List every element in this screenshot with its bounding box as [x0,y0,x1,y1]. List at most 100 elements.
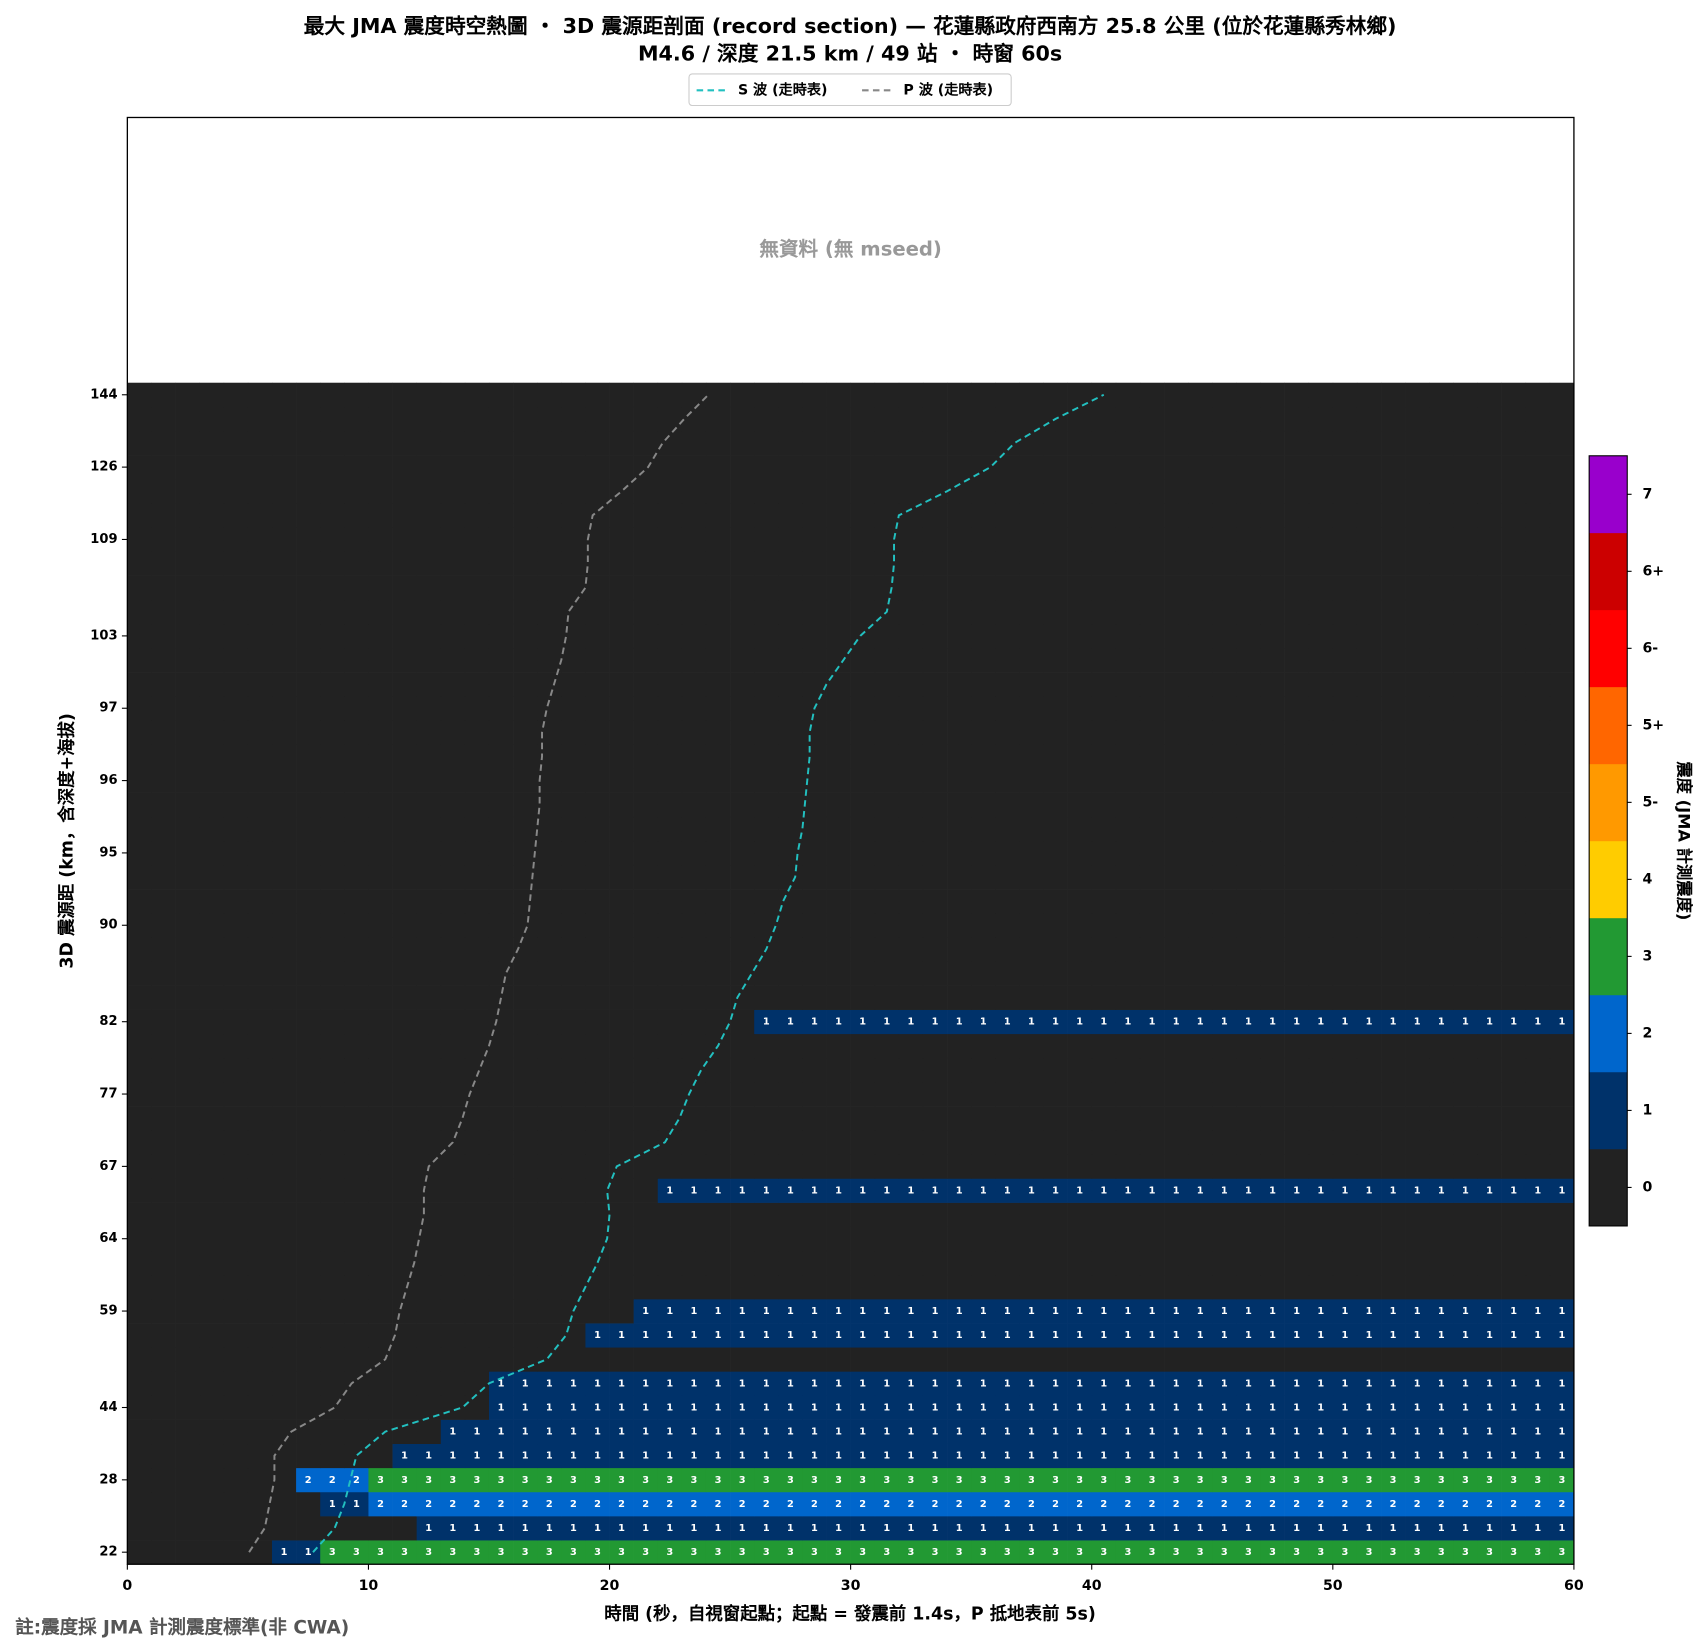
cell-label: 1 [787,1403,794,1414]
cell-label: 1 [1269,1403,1276,1414]
cell-label: 3 [1486,1547,1493,1558]
cell-label: 1 [570,1378,577,1389]
heat-cell [1188,479,1213,504]
heat-cell [1405,1081,1430,1107]
heat-cell [1019,744,1044,769]
heat-cell [1019,768,1044,793]
cell-label: 3 [1341,1475,1348,1486]
heat-cell [850,1033,876,1059]
heat-cell [1067,1540,1093,1565]
heat-cell [971,503,996,528]
heat-cell [272,527,297,552]
heat-cell [1236,1540,1261,1565]
heat-cell [199,1347,225,1372]
heat-cell [368,1250,393,1276]
heat-cell [1212,864,1237,890]
heat-cell [368,1540,393,1565]
heat-cell [1043,1347,1068,1372]
cell-label: 3 [666,1475,673,1486]
heat-cell [1043,1009,1068,1035]
heat-cell [1356,1371,1382,1396]
cell-label: 1 [787,1330,794,1341]
heat-cell [1501,479,1527,504]
heat-cell [488,575,514,601]
cell-label: 1 [1076,1306,1083,1317]
heat-cell [513,1540,538,1565]
heat-cell [1477,1009,1502,1035]
heat-cell [1525,647,1551,673]
colorbar-swatch [1589,763,1628,842]
heat-cell [368,1274,393,1300]
heat-cell [272,913,297,938]
heat-cell [802,1347,827,1372]
heat-cell [1043,1419,1068,1445]
heat-cell [296,937,321,962]
heat-cell [1164,551,1189,576]
heat-cell [778,720,803,745]
heat-cell [850,672,876,697]
heat-cell [247,527,273,552]
heat-cell [1115,840,1141,866]
heat-cell [1115,1516,1141,1541]
heat-cell [826,1491,851,1517]
heat-cell [850,1226,876,1252]
heat-cell [1164,623,1189,649]
heat-cell [464,792,490,818]
heat-cell [464,840,490,866]
heat-cell [1188,1491,1213,1517]
heat-cell [1164,1491,1189,1517]
cell-label: 1 [691,1330,698,1341]
heat-cell [1043,816,1068,842]
heat-cell [537,575,562,601]
heat-cell [1164,1178,1189,1203]
heat-cell [778,672,803,697]
heat-cell [681,1033,707,1059]
cell-label: 3 [1390,1547,1397,1558]
heat-cell [657,1057,683,1083]
cell-label: 1 [1004,1017,1011,1028]
cell-label: 3 [353,1547,360,1558]
heat-cell [681,455,707,480]
heat-cell [1549,1443,1575,1469]
heat-cell [754,382,779,408]
heat-cell [1356,1081,1382,1107]
heat-cell [681,1299,707,1324]
heat-cell [1501,647,1527,673]
heat-cell [922,1081,948,1107]
heat-cell [1477,1516,1502,1541]
heat-cell [1332,551,1358,576]
heat-cell [633,792,659,818]
heat-cell [1284,672,1310,697]
heat-cell [537,720,562,745]
heat-cell [971,1516,996,1541]
heat-cell [247,1323,273,1348]
heat-cell [730,816,755,842]
heat-cell [344,1467,369,1493]
heat-cell [320,1226,345,1252]
heat-cell [1212,406,1237,432]
heat-cell [1115,816,1141,842]
heat-cell [464,647,490,673]
heat-cell [1284,985,1310,1010]
heat-cell [1091,406,1117,432]
heat-cell [1091,551,1117,576]
heat-cell [1549,455,1575,480]
heat-cell [802,1299,827,1324]
cell-label: 1 [1341,1403,1348,1414]
heat-cell [175,551,201,576]
cell-label: 3 [1317,1475,1324,1486]
heat-cell [874,1299,900,1324]
heat-cell [127,792,152,818]
heat-cell [609,1130,634,1155]
heat-cell [1332,1467,1358,1493]
heat-cell [416,1516,442,1541]
heat-cell [1043,1250,1068,1276]
cell-label: 1 [1221,1403,1228,1414]
heat-cell [995,551,1020,576]
heat-cell [1019,1395,1044,1420]
heat-cell [1212,937,1237,962]
heat-cell [585,551,610,576]
heat-cell [344,1009,369,1035]
heat-cell [1115,1491,1141,1517]
heat-cell [826,1057,851,1083]
